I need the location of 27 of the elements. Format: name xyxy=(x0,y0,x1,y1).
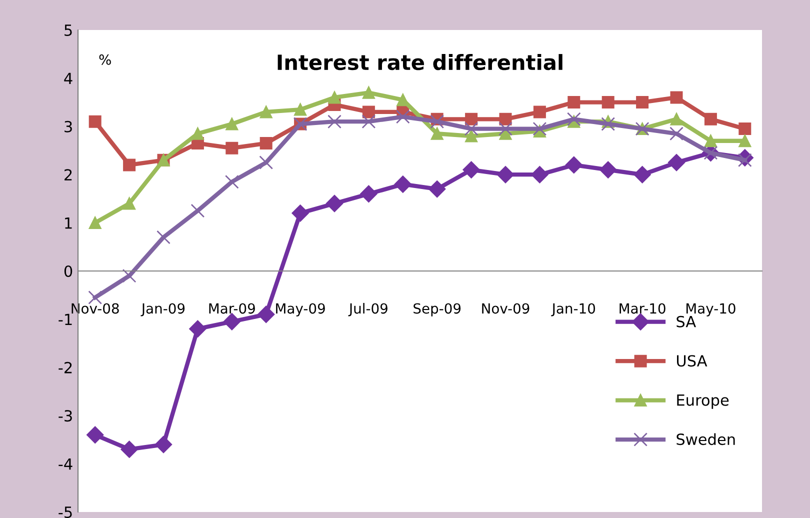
x-tick-label: May-09 xyxy=(276,303,325,316)
y-tick-label: -1 xyxy=(58,314,72,326)
y-tick-label: 0 xyxy=(64,265,72,278)
x-tick-label: Jul-09 xyxy=(348,302,388,316)
x-tick-label: Mar-09 xyxy=(209,303,255,314)
legend-label: USA xyxy=(677,355,708,367)
x-tick-label: Jan-09 xyxy=(140,303,185,316)
y-tick-label: -2 xyxy=(58,362,72,374)
y-tick-label: -5 xyxy=(58,506,72,518)
y-tick-label: 5 xyxy=(64,24,72,36)
y-tick-label: -3 xyxy=(58,410,72,422)
legend-label: Sweden xyxy=(676,433,735,446)
y-tick-label: 1 xyxy=(65,217,72,229)
x-tick-label: Nov-08 xyxy=(72,303,119,314)
y-tick-label: 3 xyxy=(64,120,72,132)
y-tick-label: 4 xyxy=(64,72,72,84)
y-tick-label: 2 xyxy=(64,169,72,180)
legend-label: Europe xyxy=(677,394,729,409)
x-tick-label: Sep-09 xyxy=(414,303,461,316)
x-tick-label: Jan-10 xyxy=(551,303,596,316)
x-tick-label: Nov-09 xyxy=(482,303,530,314)
legend-label: SA xyxy=(676,316,696,328)
annotation: % xyxy=(99,54,111,65)
x-tick-label: May-10 xyxy=(686,303,736,316)
text: Interest rate differential xyxy=(278,54,562,70)
y-tick-label: -4 xyxy=(58,458,72,470)
x-tick-label: Mar-10 xyxy=(620,303,666,314)
